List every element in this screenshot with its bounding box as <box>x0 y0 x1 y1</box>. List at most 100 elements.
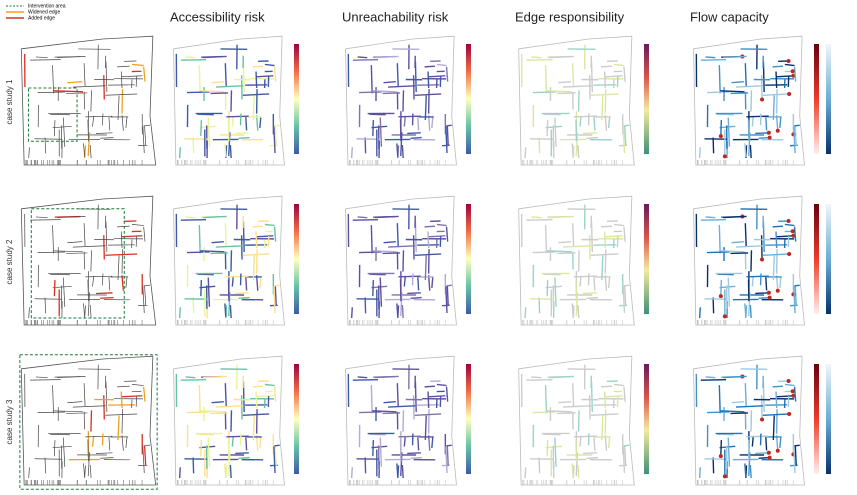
street <box>256 236 273 237</box>
street <box>54 440 55 456</box>
street <box>746 116 768 117</box>
street <box>232 116 233 127</box>
street <box>253 66 263 67</box>
street <box>230 465 231 478</box>
street <box>543 114 560 115</box>
street <box>773 386 783 387</box>
row-label: case study 2 <box>5 239 14 284</box>
street <box>132 224 144 225</box>
street <box>623 446 624 473</box>
street <box>624 387 625 402</box>
street <box>446 125 451 126</box>
street <box>73 86 106 87</box>
street <box>239 138 250 139</box>
street <box>225 463 226 476</box>
flow-node <box>723 474 727 478</box>
flow-node <box>719 294 723 298</box>
street <box>256 396 273 397</box>
street <box>425 226 435 227</box>
street <box>447 387 448 402</box>
street <box>794 125 799 126</box>
street <box>583 453 597 454</box>
flow-node <box>787 252 791 256</box>
street <box>256 71 257 88</box>
street <box>745 463 746 476</box>
street <box>614 64 624 65</box>
street <box>84 223 85 246</box>
street <box>763 254 789 255</box>
street <box>402 145 403 158</box>
street <box>253 226 263 227</box>
street <box>745 303 746 316</box>
street <box>365 137 366 153</box>
street <box>359 412 382 413</box>
street <box>239 298 250 299</box>
street <box>90 305 91 318</box>
street <box>407 133 421 134</box>
street <box>226 116 248 117</box>
street <box>121 391 122 408</box>
street <box>243 94 269 95</box>
flow-node <box>776 289 780 293</box>
street <box>547 120 548 136</box>
row-label: case study 1 <box>5 79 14 124</box>
street <box>122 409 123 434</box>
street <box>384 242 396 243</box>
street <box>558 402 571 403</box>
street <box>411 138 422 139</box>
street <box>543 434 560 435</box>
street <box>428 76 445 77</box>
street <box>93 276 94 287</box>
street <box>274 285 279 286</box>
street <box>428 236 445 237</box>
street <box>397 143 398 156</box>
flow-node <box>787 379 791 383</box>
street <box>546 385 547 413</box>
street <box>117 66 130 67</box>
flow-node <box>719 454 723 458</box>
street <box>91 90 92 111</box>
street <box>365 297 366 313</box>
street <box>38 252 65 253</box>
street <box>132 64 144 65</box>
colorbar <box>826 364 831 474</box>
colorbar <box>466 364 471 474</box>
street <box>625 285 626 305</box>
street <box>126 117 127 128</box>
street <box>67 82 82 83</box>
street <box>706 377 716 378</box>
street <box>605 231 606 248</box>
street <box>38 92 65 93</box>
figure: Intervention area Widened edge Added edg… <box>0 0 857 495</box>
street <box>199 385 200 413</box>
street <box>145 445 146 465</box>
street <box>253 386 263 387</box>
street <box>624 125 630 126</box>
street <box>36 377 48 378</box>
street <box>208 278 209 307</box>
street <box>373 280 374 296</box>
street <box>105 254 137 255</box>
flow-node <box>787 59 791 63</box>
street <box>404 276 405 287</box>
street <box>388 406 415 407</box>
street <box>45 457 46 473</box>
street <box>579 90 580 111</box>
street <box>563 86 591 87</box>
street <box>717 434 733 435</box>
street <box>122 249 123 274</box>
street <box>216 406 243 407</box>
flow-node <box>767 131 771 135</box>
street <box>373 120 374 136</box>
street <box>745 223 746 246</box>
street <box>93 436 94 447</box>
street <box>425 96 426 120</box>
street <box>132 384 144 385</box>
street <box>50 274 70 275</box>
street <box>425 256 426 280</box>
street <box>605 71 606 88</box>
street <box>428 231 429 248</box>
colorbar <box>826 44 831 154</box>
street <box>755 453 769 454</box>
street <box>578 145 579 158</box>
